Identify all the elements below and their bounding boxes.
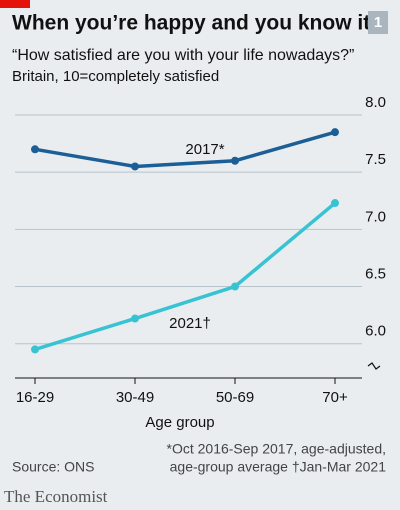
point <box>31 145 39 154</box>
point <box>231 156 239 165</box>
number-box <box>368 11 388 34</box>
series-line <box>34 201 337 352</box>
chart-title: When you’re happy and you know it <box>12 12 370 35</box>
red-tag <box>0 0 30 8</box>
point <box>331 128 339 137</box>
note: *Oct 2016-Sep 2017, age-adjusted, <box>167 441 387 457</box>
series-line <box>34 130 336 169</box>
publisher: The Economist <box>4 487 108 506</box>
y-tick-label: 6.5 <box>365 265 386 282</box>
x-tick-label: 30-49 <box>116 389 154 406</box>
y-tick-label: 8.0 <box>365 94 386 111</box>
note: age-group average †Jan-Mar 2021 <box>170 459 387 475</box>
axis-break <box>367 362 381 370</box>
subtitle: “How satisfied are you with your life no… <box>12 47 354 64</box>
series-label: 2017* <box>185 141 224 158</box>
subtitle-2: Britain, 10=completely satisfied <box>12 68 219 85</box>
x-tick-label: 50-69 <box>216 389 254 406</box>
x-axis-label: Age group <box>145 414 214 431</box>
point <box>331 199 339 208</box>
series-label: 2021† <box>169 315 211 332</box>
point <box>231 282 239 291</box>
chart-number: 1 <box>374 14 382 31</box>
x-tick-label: 16-29 <box>16 389 54 406</box>
point <box>131 162 139 171</box>
y-tick-label: 6.0 <box>365 323 386 340</box>
x-tick-label: 70+ <box>322 389 348 406</box>
y-tick-label: 7.5 <box>365 151 386 168</box>
point <box>131 314 139 323</box>
point <box>31 345 39 354</box>
source: Source: ONS <box>12 459 94 475</box>
y-tick-label: 7.0 <box>365 208 386 225</box>
